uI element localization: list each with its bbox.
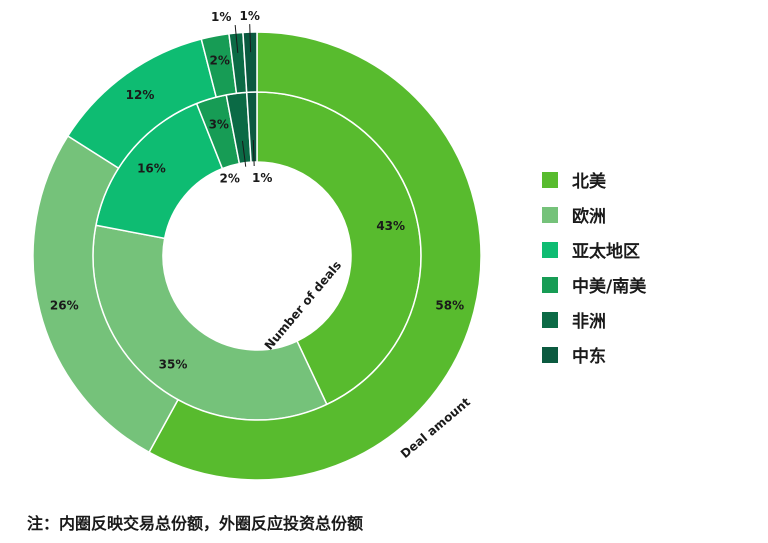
legend-swatch [542, 346, 558, 363]
outer-ring-label-latin-america: 2% [210, 54, 230, 68]
legend-label: 中美/南美 [572, 277, 647, 297]
legend: 北美 欧洲 亚太地区 中美/南美 非洲 中东 [542, 162, 646, 372]
inner-ring-label-africa: 2% [220, 172, 240, 186]
inner-ring-label-asia-pacific: 16% [137, 162, 166, 176]
legend-swatch [542, 311, 558, 328]
inner-ring-label-europe: 35% [159, 357, 188, 371]
inner-ring-leader-africa [241, 140, 247, 167]
legend-label: 非洲 [572, 312, 606, 332]
legend-item-latin-america: 中美/南美 [542, 267, 646, 302]
footnote: 注：内圈反映交易总份额，外圈反应投资总份额 [27, 514, 364, 533]
legend-label: 中东 [572, 347, 606, 367]
outer-ring-slice-middle-east [242, 31, 258, 94]
legend-label: 亚太地区 [572, 242, 640, 262]
legend-item-middle-east: 中东 [542, 337, 646, 372]
legend-label: 北美 [572, 172, 606, 192]
outer-ring-label-north-america: 58% [435, 298, 464, 312]
outer-ring-slice-north-america [148, 31, 482, 481]
legend-swatch [542, 241, 558, 258]
inner-ring [92, 91, 422, 421]
inner-ring-label-north-america: 43% [376, 219, 405, 233]
legend-item-north-america: 北美 [542, 162, 646, 197]
legend-item-africa: 非洲 [542, 302, 646, 337]
legend-swatch [542, 276, 558, 293]
inner-ring-label-middle-east: 1% [252, 171, 272, 185]
slice-labels: 43% 35% 16% 3% 2% 1% 58% 26% 12% 2% 1% 1% [50, 9, 464, 371]
legend-item-asia-pacific: 亚太地区 [542, 232, 646, 267]
outer-ring-leader-africa [234, 24, 239, 53]
outer-ring-label-europe: 26% [50, 298, 79, 312]
legend-item-europe: 欧洲 [542, 197, 646, 232]
outer-ring-leader-middle-east [249, 24, 252, 53]
outer-ring-label-africa: 1% [211, 10, 231, 24]
outer-ring [32, 31, 482, 481]
inner-ring-leader-middle-east [252, 140, 255, 167]
inner-ring-label-latin-america: 3% [209, 117, 229, 131]
donut-chart: 43%35%16%3%2% 1%58%26%12%2%1% 1% Number of… [32, 9, 482, 481]
outer-ring-label-middle-east: 1% [240, 9, 260, 23]
outer-ring-label-asia-pacific: 12% [126, 88, 155, 102]
legend-swatch [542, 206, 558, 223]
legend-swatch [542, 171, 558, 188]
legend-label: 欧洲 [572, 207, 606, 227]
